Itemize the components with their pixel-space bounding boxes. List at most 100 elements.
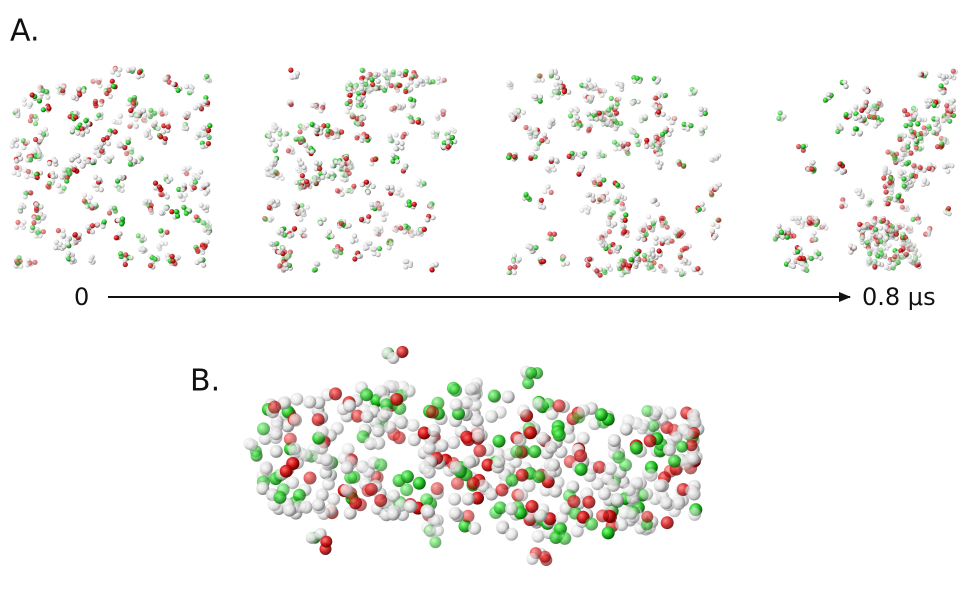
atom: [860, 235, 865, 240]
atom: [56, 228, 61, 233]
atom: [64, 178, 69, 183]
atom: [552, 167, 557, 172]
atom: [514, 434, 527, 447]
atom: [339, 221, 344, 226]
atom: [693, 89, 698, 94]
atom: [88, 195, 93, 200]
atom: [372, 437, 385, 450]
atom: [918, 165, 923, 170]
atom: [670, 120, 675, 125]
atom: [387, 133, 392, 138]
atom: [524, 426, 537, 439]
atom: [922, 179, 927, 184]
atom: [465, 383, 477, 395]
atom: [684, 246, 689, 251]
atom: [926, 232, 931, 237]
atom: [604, 462, 617, 475]
atom: [353, 84, 358, 89]
atom: [395, 140, 400, 145]
atom: [717, 182, 722, 187]
atom: [799, 224, 804, 229]
atom: [594, 268, 599, 273]
atom: [203, 99, 208, 104]
atom: [703, 111, 708, 116]
atom: [16, 152, 21, 157]
atom: [335, 134, 340, 139]
atom: [257, 422, 270, 435]
atom: [796, 220, 801, 225]
atom: [634, 262, 639, 267]
atom: [383, 421, 396, 434]
atom: [267, 142, 272, 147]
atom: [326, 128, 331, 133]
atom: [902, 133, 907, 138]
atom: [672, 497, 685, 510]
atom: [468, 522, 481, 535]
atom: [441, 109, 446, 114]
atom: [544, 467, 557, 480]
atom: [589, 97, 594, 102]
atom: [422, 181, 427, 186]
atom: [883, 167, 888, 172]
atom: [653, 96, 658, 101]
atom: [545, 184, 550, 189]
atom: [318, 221, 323, 226]
atom: [699, 107, 704, 112]
atom: [904, 252, 909, 257]
atom: [100, 224, 105, 229]
atom: [288, 442, 301, 455]
atom: [699, 127, 704, 132]
atom: [430, 79, 435, 84]
atom: [333, 128, 338, 133]
atom: [644, 434, 657, 447]
atom: [85, 224, 90, 229]
atom: [601, 196, 606, 201]
atom: [365, 219, 370, 224]
atom: [502, 390, 515, 403]
atom: [608, 434, 621, 447]
atom: [99, 149, 104, 154]
atom: [310, 149, 315, 154]
atom: [616, 263, 621, 268]
atom: [434, 262, 439, 267]
atom: [350, 113, 355, 118]
atom: [372, 424, 385, 437]
atom: [128, 122, 133, 127]
atom: [80, 130, 85, 135]
atom: [423, 442, 436, 455]
atom: [404, 259, 409, 264]
atom: [95, 222, 100, 227]
atom: [867, 259, 872, 264]
atom: [609, 103, 614, 108]
atom: [180, 187, 185, 192]
atom: [494, 501, 507, 514]
atom: [657, 164, 662, 169]
atom: [189, 181, 194, 186]
atom: [867, 236, 872, 241]
atom: [134, 124, 139, 129]
atom: [304, 179, 309, 184]
atom: [348, 93, 353, 98]
atom: [341, 461, 354, 474]
atom: [380, 407, 393, 420]
atom: [132, 95, 137, 100]
atom: [195, 249, 200, 254]
atom: [614, 111, 619, 116]
atom: [538, 73, 543, 78]
atom: [14, 143, 19, 148]
atom: [935, 128, 940, 133]
atom: [18, 205, 23, 210]
atom: [377, 246, 382, 251]
atom: [426, 406, 439, 419]
atom: [431, 215, 436, 220]
atom: [153, 181, 158, 186]
figure: A. 0 0.8 μs B.: [0, 0, 958, 590]
atom: [917, 146, 922, 151]
atom: [550, 118, 555, 123]
atom: [85, 129, 90, 134]
atom: [510, 445, 523, 458]
atom: [275, 171, 280, 176]
atom: [906, 140, 911, 145]
atom: [401, 134, 406, 139]
atom: [472, 429, 485, 442]
